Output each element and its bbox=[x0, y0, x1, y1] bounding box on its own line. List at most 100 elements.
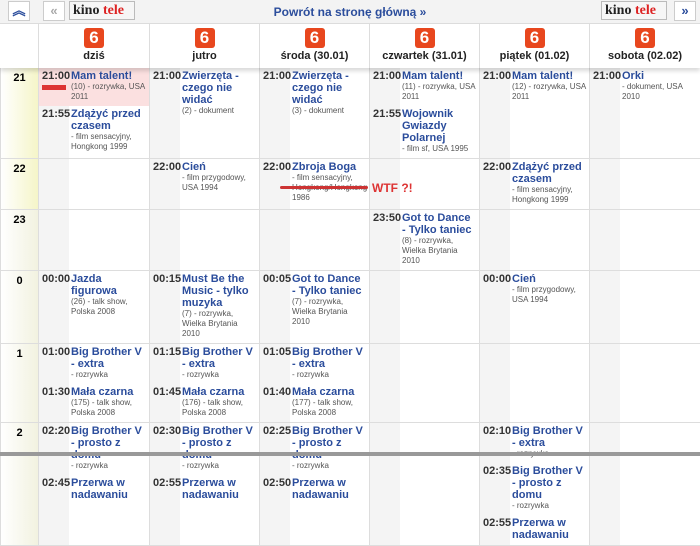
program-title-link[interactable]: Big Brother V - extra bbox=[512, 425, 583, 449]
program-title-link[interactable]: Zwierzęta - czego nie widać bbox=[182, 70, 239, 106]
schedule-cell: 01:15 Big Brother V - extra - rozrywka 01:4… bbox=[149, 344, 259, 422]
double-chevron-up-icon: ︽ bbox=[12, 3, 26, 18]
hour-row: 23 23:50 Got to Dance - Tylko taniec (8) - … bbox=[0, 210, 700, 271]
kinotele-logo[interactable]: kino tele bbox=[69, 1, 135, 20]
program-item[interactable]: 02:55 Przerwa w nadawaniu bbox=[480, 515, 589, 545]
bottom-bar bbox=[0, 452, 700, 456]
program-description: (175) - talk show, Polska 2008 bbox=[71, 398, 132, 417]
program-title-link[interactable]: Mam talent! bbox=[71, 70, 133, 82]
schedule-cell: 00:15 Must Be the Music - tylko muzyka (7)… bbox=[149, 271, 259, 343]
program-description: (11) - rozrywka, USA 2011 bbox=[402, 82, 476, 101]
program-title-link[interactable]: Big Brother V - prosto z domu bbox=[512, 465, 583, 501]
program-item[interactable]: 21:00 Mam talent! (11) - rozrywka, USA 201… bbox=[370, 68, 479, 106]
program-item[interactable]: 00:00 Jazda figurowa (26) - talk show, Pol… bbox=[39, 271, 149, 321]
program-title-link[interactable]: Zwierzęta - czego nie widać bbox=[292, 70, 349, 106]
program-title-link[interactable]: Wojownik Gwiazdy Polarnej bbox=[402, 108, 454, 144]
program-item[interactable]: 00:15 Must Be the Music - tylko muzyka (7)… bbox=[150, 271, 259, 343]
schedule-cell: 01:00 Big Brother V - extra - rozrywka 01:3… bbox=[38, 344, 149, 422]
program-time: 01:40 bbox=[263, 386, 292, 398]
program-title-link[interactable]: Zdążyć przed czasem bbox=[71, 108, 141, 132]
channel-logo-icon: 6 bbox=[304, 28, 325, 48]
program-description: - rozrywka bbox=[71, 370, 108, 379]
program-item[interactable]: 02:35 Big Brother V - prosto z domu - rozr… bbox=[480, 463, 589, 515]
program-item[interactable]: 00:05 Got to Dance - Tylko taniec (7) - ro… bbox=[260, 271, 369, 331]
program-time: 21:00 bbox=[153, 70, 182, 82]
program-item[interactable]: 21:55 Zdążyć przed czasem - film sensacyjn… bbox=[39, 106, 149, 156]
previous-button[interactable]: « bbox=[43, 1, 65, 21]
program-title-link[interactable]: Big Brother V - extra bbox=[292, 346, 363, 370]
program-item[interactable]: 21:00 Zwierzęta - czego nie widać (2) - do… bbox=[150, 68, 259, 120]
program-time: 00:05 bbox=[263, 273, 292, 285]
program-title-link[interactable]: Got to Dance - Tylko taniec bbox=[292, 273, 362, 297]
program-title-link[interactable]: Jazda figurowa bbox=[71, 273, 117, 297]
program-item[interactable]: 23:50 Got to Dance - Tylko taniec (8) - ro… bbox=[370, 210, 479, 270]
schedule-cell bbox=[589, 423, 700, 545]
program-item[interactable]: 02:50 Przerwa w nadawaniu bbox=[260, 475, 369, 505]
day-column-header: 6 czwartek (31.01) bbox=[369, 24, 479, 68]
program-item[interactable]: 21:00 Zwierzęta - czego nie widać (3) - do… bbox=[260, 68, 369, 120]
program-description: - rozrywka bbox=[292, 370, 329, 379]
kinotele-logo-right[interactable]: kino tele bbox=[601, 1, 667, 20]
program-title-link[interactable]: Big Brother V - extra bbox=[182, 346, 253, 370]
program-title-link[interactable]: Przerwa w nadawaniu bbox=[292, 477, 349, 501]
program-title-link[interactable]: Cień bbox=[512, 273, 536, 285]
program-time: 21:55 bbox=[373, 108, 402, 120]
program-item[interactable]: 21:55 Wojownik Gwiazdy Polarnej - film sf,… bbox=[370, 106, 479, 158]
program-time: 02:55 bbox=[153, 477, 182, 489]
program-item[interactable]: 22:00 Cień - film przygodowy, USA 1994 bbox=[150, 159, 259, 197]
program-item[interactable]: 21:00 Orki - dokument, USA 2010 bbox=[590, 68, 700, 106]
program-title-link[interactable]: Orki bbox=[622, 70, 645, 82]
program-item[interactable]: 01:05 Big Brother V - extra - rozrywka bbox=[260, 344, 369, 384]
program-item[interactable]: 21:00 Mam talent! (12) - rozrywka, USA 201… bbox=[480, 68, 589, 106]
day-column-header: 6 środa (30.01) bbox=[259, 24, 369, 68]
program-item[interactable]: 01:45 Mała czarna (176) - talk show, Polsk… bbox=[150, 384, 259, 422]
program-title-link[interactable]: Przerwa w nadawaniu bbox=[71, 477, 128, 501]
program-item[interactable]: 01:00 Big Brother V - extra - rozrywka bbox=[39, 344, 149, 384]
schedule-cell bbox=[369, 159, 479, 209]
annotation-underline bbox=[280, 186, 368, 189]
program-item[interactable]: 00:00 Cień - film przygodowy, USA 1994 bbox=[480, 271, 589, 309]
program-title-link[interactable]: Przerwa w nadawaniu bbox=[512, 517, 569, 541]
program-title-link[interactable]: Got to Dance - Tylko taniec bbox=[402, 212, 472, 236]
program-title-link[interactable]: Mała czarna bbox=[71, 386, 134, 398]
program-item[interactable]: 01:15 Big Brother V - extra - rozrywka bbox=[150, 344, 259, 384]
program-item[interactable]: 01:40 Mała czarna (177) - talk show, Polsk… bbox=[260, 384, 369, 422]
program-item[interactable]: 02:55 Przerwa w nadawaniu bbox=[150, 475, 259, 505]
scroll-up-button[interactable]: ︽ bbox=[8, 1, 30, 21]
schedule-cell bbox=[369, 423, 479, 545]
program-title-link[interactable]: Przerwa w nadawaniu bbox=[182, 477, 239, 501]
day-header: 6 dziś 6 jutro 6 środa (30.01) 6 czwartek (31.0… bbox=[0, 24, 700, 68]
home-link[interactable]: Powrót na stronę główną » bbox=[273, 5, 427, 19]
day-name: jutro bbox=[192, 50, 217, 62]
program-item[interactable]: 22:00 Zdążyć przed czasem - film sensacyjn… bbox=[480, 159, 589, 209]
schedule-cell bbox=[589, 159, 700, 209]
program-title-link[interactable]: Zbroja Boga bbox=[292, 161, 357, 173]
program-title-link[interactable]: Cień bbox=[182, 161, 206, 173]
program-title-link[interactable]: Must Be the Music - tylko muzyka bbox=[182, 273, 249, 309]
program-title-link[interactable]: Mała czarna bbox=[182, 386, 245, 398]
program-title-link[interactable]: Big Brother V - extra bbox=[71, 346, 142, 370]
next-button[interactable]: » bbox=[674, 1, 696, 21]
channel-logo-icon: 6 bbox=[84, 28, 104, 48]
program-description: - film sf, USA 1995 bbox=[402, 144, 469, 153]
program-title-link[interactable]: Mała czarna bbox=[292, 386, 355, 398]
program-time: 02:50 bbox=[263, 477, 292, 489]
hour-label: 0 bbox=[0, 271, 38, 343]
program-title-link[interactable]: Zdążyć przed czasem bbox=[512, 161, 582, 185]
program-item[interactable]: 21:00 Mam talent! (10) - rozrywka, USA 201… bbox=[39, 68, 149, 106]
top-bar: ︽ « kino tele Powrót na stronę główną » … bbox=[0, 0, 700, 24]
program-item[interactable]: 02:45 Przerwa w nadawaniu bbox=[39, 475, 149, 505]
program-time: 01:45 bbox=[153, 386, 182, 398]
program-title-link[interactable]: Mam talent! bbox=[402, 70, 464, 82]
program-item[interactable]: 01:30 Mała czarna (175) - talk show, Polsk… bbox=[39, 384, 149, 422]
program-time: 02:20 bbox=[42, 425, 71, 437]
program-time: 21:00 bbox=[373, 70, 402, 82]
program-title-link[interactable]: Mam talent! bbox=[512, 70, 574, 82]
schedule-cell: 21:00 Zwierzęta - czego nie widać (2) - do… bbox=[149, 68, 259, 158]
